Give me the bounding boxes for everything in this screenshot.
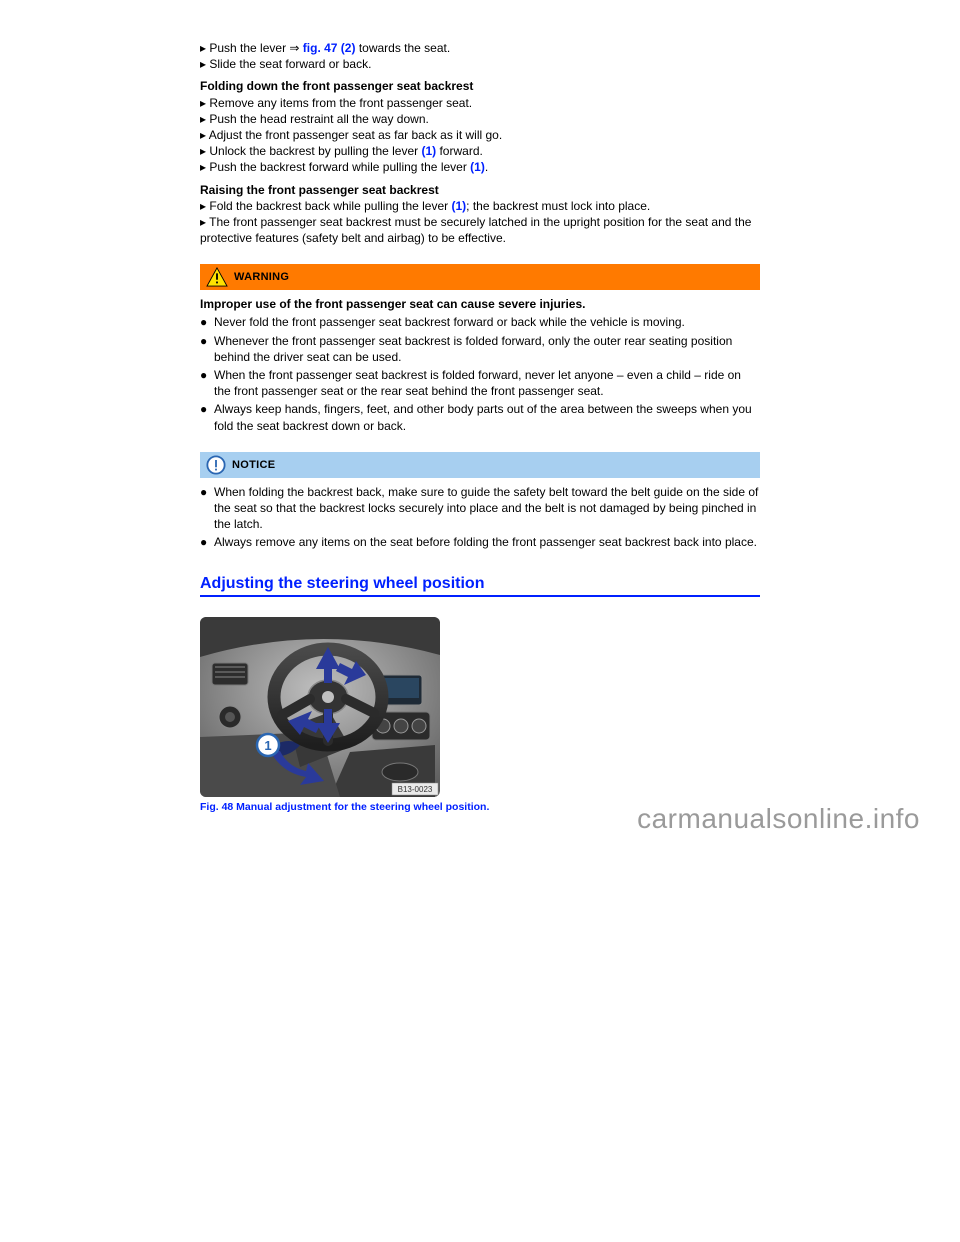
section-title: Adjusting the steering wheel position [200,575,760,597]
figure-tag: B13-0023 [398,785,433,794]
text: When folding the backrest back, make sur… [214,484,760,533]
folding-title: Folding down the front passenger seat ba… [200,78,760,94]
notice-label: NOTICE [232,459,275,471]
bullet-dot: ● [200,484,214,500]
text: ; the backrest must lock into place. [466,199,650,213]
ref-link[interactable]: (1) [451,199,466,213]
bullet-dot: ● [200,333,214,349]
fig47-link[interactable]: fig. 47 (2) [303,41,356,55]
ref-link[interactable]: (1) [421,144,436,158]
notice-bar: NOTICE [200,452,760,478]
footer-watermark: carmanualsonline.info [637,803,920,835]
figure-image: 1 B13-0023 [200,617,440,797]
bullet-dot: ● [200,401,214,417]
text: towards the seat. [355,41,450,55]
push-lever-line: ▸ Push the lever ⇒ fig. 47 (2) towards t… [200,40,760,56]
text: Always remove any items on the seat befo… [214,534,760,550]
folding-step-2: ▸ Adjust the front passenger seat as far… [200,127,760,143]
text: ▸ Slide the seat forward or back. [200,57,371,71]
bullet-dot: ● [200,314,214,330]
folding-step-4: ▸ Push the backrest forward while pullin… [200,159,760,175]
notice-icon [206,455,226,475]
text: ▸ Adjust the front passenger seat as far… [200,128,502,142]
text: ▸ Push the backrest forward while pullin… [200,160,470,174]
notice-bullet-1: ●Always remove any items on the seat bef… [200,534,760,550]
text: Whenever the front passenger seat backre… [214,333,760,365]
warning-bullet-1: ●Whenever the front passenger seat backr… [200,333,760,365]
text: ▸ Remove any items from the front passen… [200,96,472,110]
text: ▸ Push the lever ⇒ [200,41,303,55]
warning-bullet-2: ●When the front passenger seat backrest … [200,367,760,399]
warning-bar: WARNING [200,264,760,290]
figure-wrap: 1 B13-0023 Fig. 48 Manual adjustment for… [200,617,760,813]
slide-seat-line: ▸ Slide the seat forward or back. [200,56,760,72]
folding-step-1: ▸ Push the head restraint all the way do… [200,111,760,127]
text: ▸ Unlock the backrest by pulling the lev… [200,144,421,158]
bullet-dot: ● [200,534,214,550]
warning-body: Improper use of the front passenger seat… [200,296,760,312]
text: When the front passenger seat backrest i… [214,367,760,399]
folding-step-3: ▸ Unlock the backrest by pulling the lev… [200,143,760,159]
page-container: ▸ Push the lever ⇒ fig. 47 (2) towards t… [0,0,960,853]
text: ▸ The front passenger seat backrest must… [200,215,751,245]
warning-icon [206,267,228,287]
raising-step-0: ▸ Fold the backrest back while pulling t… [200,198,760,214]
notice-bullet-0: ●When folding the backrest back, make su… [200,484,760,533]
raising-title: Raising the front passenger seat backres… [200,182,760,198]
warning-label: WARNING [234,271,289,283]
text: ▸ Fold the backrest back while pulling t… [200,199,451,213]
text: . [485,160,488,174]
warning-bullet-0: ●Never fold the front passenger seat bac… [200,314,760,330]
warning-bullet-3: ●Always keep hands, fingers, feet, and o… [200,401,760,433]
text: Always keep hands, fingers, feet, and ot… [214,401,760,433]
folding-step-0: ▸ Remove any items from the front passen… [200,95,760,111]
text: forward. [436,144,483,158]
ref-link[interactable]: (1) [470,160,485,174]
text: ▸ Push the head restraint all the way do… [200,112,429,126]
raising-step-1: ▸ The front passenger seat backrest must… [200,214,760,246]
text: Never fold the front passenger seat back… [214,314,760,330]
bullet-dot: ● [200,367,214,383]
callout-number: 1 [264,738,271,753]
